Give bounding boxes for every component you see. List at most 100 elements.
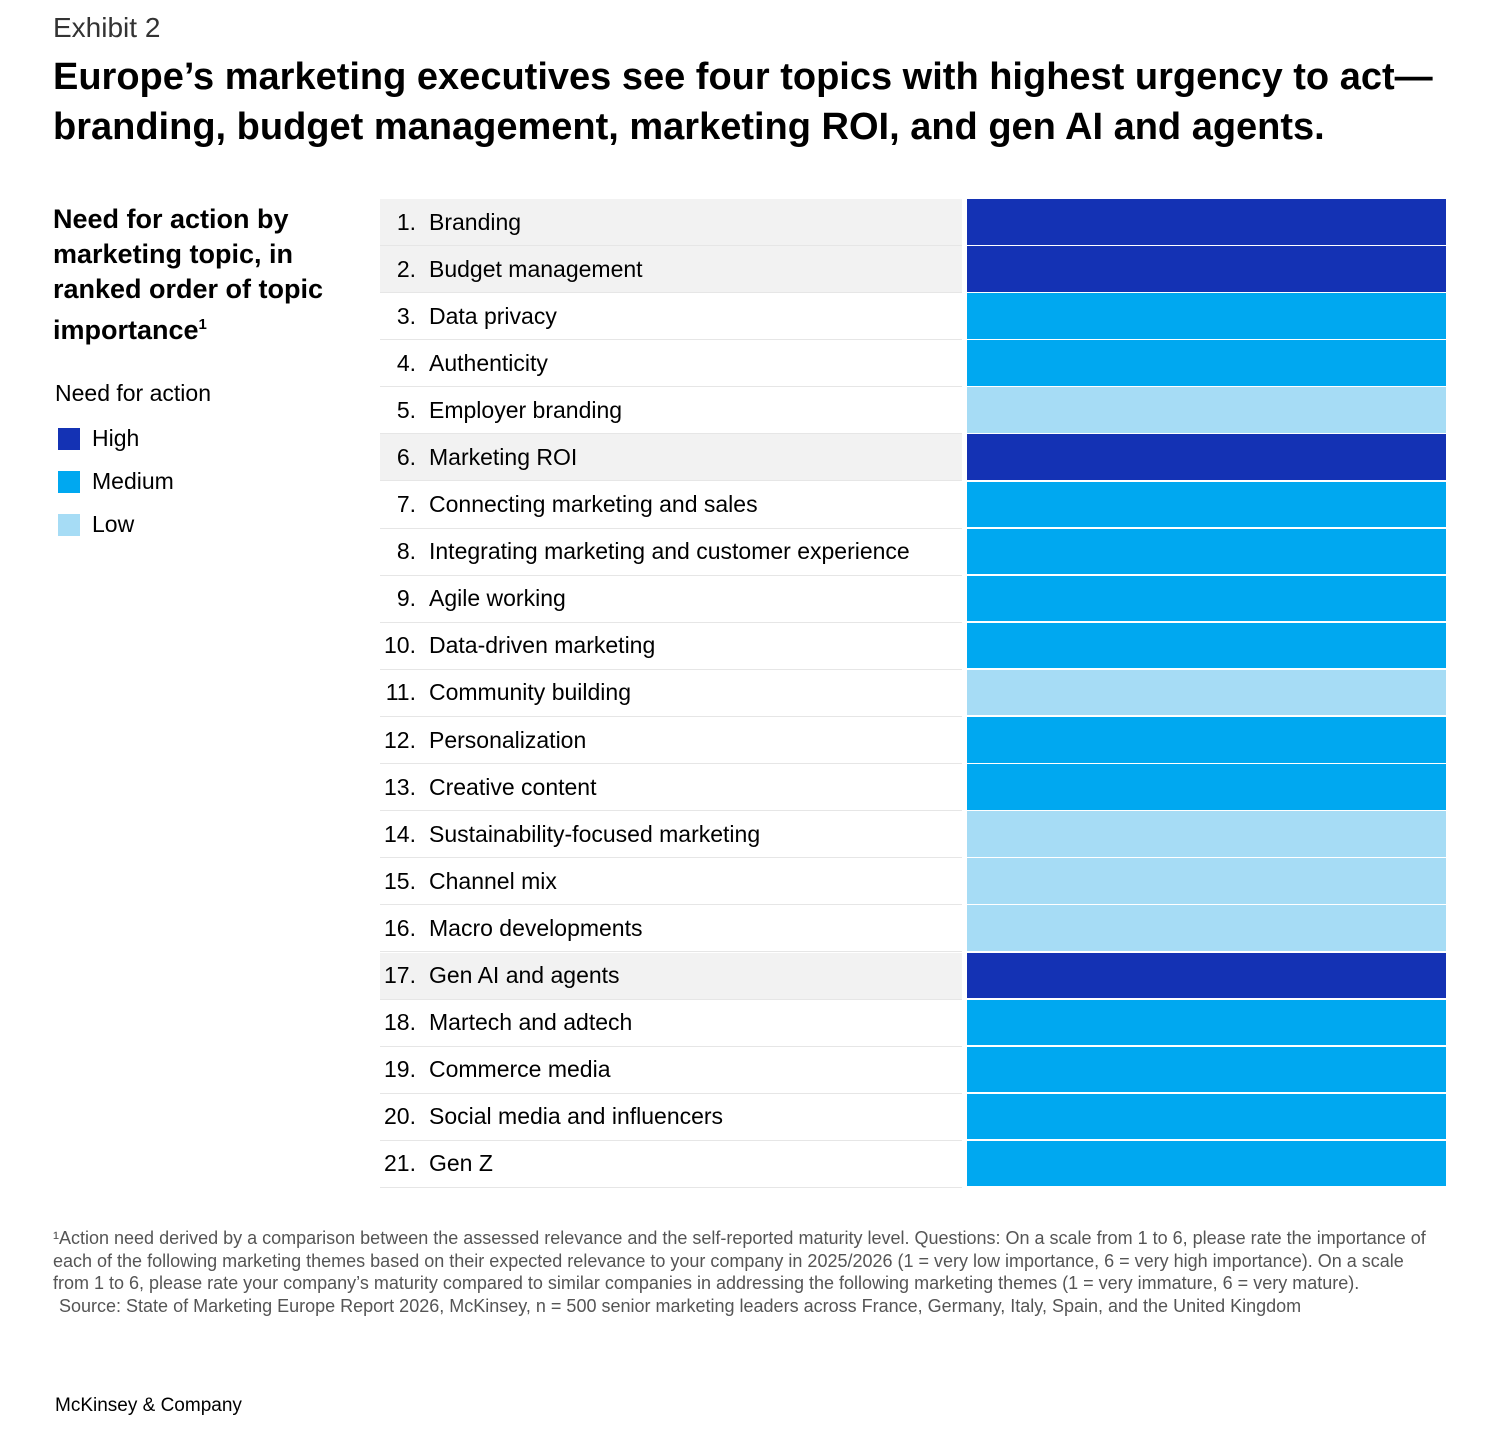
row-label: 11. Community building [380,669,962,717]
need-bar-medium [967,999,1446,1046]
brand-logo: McKinsey & Company [55,1395,242,1416]
rank-number: 13. [384,773,416,800]
topic-name: Personalization [429,726,587,753]
table-row: 21. Gen Z [380,1140,1446,1188]
table-row: 14. Sustainability-focused marketing [380,811,1446,859]
need-bar-medium [967,575,1446,622]
row-label: 1. Branding [380,199,962,246]
rank-number: 1. [396,208,416,235]
topic-name: Connecting marketing and sales [429,491,758,518]
rank-number: 2. [396,255,416,282]
table-row: 16. Macro developments [380,905,1446,953]
rank-number: 4. [396,349,416,376]
row-label: 13. Creative content [380,764,962,812]
table-row: 6. Marketing ROI [380,434,1446,482]
table-row: 13. Creative content [380,764,1446,812]
need-bar-high [967,246,1446,292]
topic-name: Martech and adtech [429,1009,633,1036]
subtitle-footnote-marker: 1 [198,316,207,333]
chart-title: Europe’s marketing executives see four t… [53,56,1433,148]
rank-number: 7. [396,491,416,518]
legend-item-medium: Medium [55,460,211,503]
need-bar-medium [967,764,1446,810]
topic-name: Gen AI and agents [429,962,620,988]
rank-number: 14. [384,820,416,847]
rank-number: 6. [396,443,416,470]
topic-name: Integrating marketing and customer exper… [429,538,910,565]
topic-name: Creative content [429,773,597,800]
subtitle-text: Need for action by marketing topic, in r… [53,204,324,345]
table-row: 12. Personalization [380,717,1446,765]
legend-swatch [58,470,80,493]
topic-name: Gen Z [429,1150,493,1177]
rank-number: 5. [396,396,416,423]
legend-title: Need for action [55,380,211,406]
need-bar-medium [967,340,1446,386]
table-row: 18. Martech and adtech [380,999,1446,1047]
table-row: 1. Branding [380,199,1446,246]
need-bar-low [967,669,1446,716]
need-bar-medium [967,1140,1446,1187]
need-bar-medium [967,528,1446,575]
need-bar-low [967,811,1446,857]
table-row: 2. Budget management [380,246,1446,294]
rank-number: 21. [384,1150,416,1177]
exhibit-label: Exhibit 2 [53,12,161,43]
topic-name: Agile working [429,585,566,612]
row-label: 5. Employer branding [380,387,962,435]
need-bar-high [967,199,1446,245]
topic-name: Social media and influencers [429,1103,724,1130]
legend-swatch [58,427,80,450]
need-bar-high [967,952,1446,998]
rank-number: 17. [384,962,416,988]
topic-name: Employer branding [429,396,623,423]
legend-label: Medium [92,468,174,494]
row-label: 2. Budget management [380,246,962,294]
row-label: 18. Martech and adtech [380,999,962,1047]
rank-number: 20. [384,1103,416,1130]
need-bar-medium [967,717,1446,763]
row-label: 21. Gen Z [380,1140,962,1188]
source-text: Source: State of Marketing Europe Report… [59,1295,1302,1316]
row-label: 19. Commerce media [380,1046,962,1094]
topic-name: Data-driven marketing [429,632,656,659]
need-bar-low [967,387,1446,433]
table-row: 15. Channel mix [380,858,1446,906]
need-bar-low [967,905,1446,951]
need-bar-low [967,858,1446,904]
row-label: 9. Agile working [380,575,962,623]
row-label: 6. Marketing ROI [380,434,962,482]
need-bar-medium [967,1093,1446,1140]
need-bar-medium [967,1046,1446,1093]
rank-number: 11. [385,679,416,706]
legend-label: High [92,425,140,451]
topic-name: Data privacy [429,302,557,329]
chart-subtitle: Need for action by marketing topic, in r… [53,202,353,348]
footnote-text: ¹Action need derived by a comparison bet… [53,1228,1426,1293]
topic-name: Channel mix [429,867,557,894]
topic-name: Sustainability-focused marketing [429,820,761,847]
table-row: 10. Data-driven marketing [380,622,1446,670]
topic-name: Marketing ROI [429,443,578,470]
rank-number: 9. [396,585,416,612]
legend-item-high: High [55,417,211,460]
topic-name: Authenticity [429,349,548,376]
row-label: 15. Channel mix [380,858,962,906]
topic-name: Branding [429,208,522,235]
row-label: 17. Gen AI and agents [380,952,962,1000]
rank-number: 3. [396,302,416,329]
ranked-topic-table: 1. Branding 2. Budget management 3. Data priv… [380,199,1446,1188]
row-label: 12. Personalization [380,717,962,765]
topic-name: Macro developments [429,914,643,941]
topic-name: Budget management [429,255,643,282]
row-label: 14. Sustainability-focused marketing [380,811,962,859]
legend-label: Low [92,511,135,537]
topic-name: Community building [429,679,631,706]
table-row: 7. Connecting marketing and sales [380,481,1446,529]
need-bar-high [967,434,1446,480]
rank-number: 12. [384,726,416,753]
table-row: 19. Commerce media [380,1046,1446,1094]
table-row: 4. Authenticity [380,340,1446,388]
rank-number: 8. [396,538,416,565]
